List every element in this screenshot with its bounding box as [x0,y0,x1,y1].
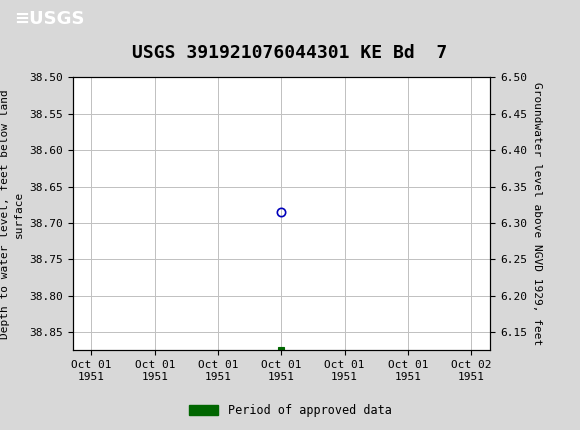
Y-axis label: Groundwater level above NGVD 1929, feet: Groundwater level above NGVD 1929, feet [532,82,542,346]
Text: USGS 391921076044301 KE Bd  7: USGS 391921076044301 KE Bd 7 [132,44,448,62]
Text: ≡USGS: ≡USGS [14,10,85,28]
Legend: Period of approved data: Period of approved data [184,399,396,422]
Y-axis label: Depth to water level, feet below land
surface: Depth to water level, feet below land su… [0,89,23,339]
